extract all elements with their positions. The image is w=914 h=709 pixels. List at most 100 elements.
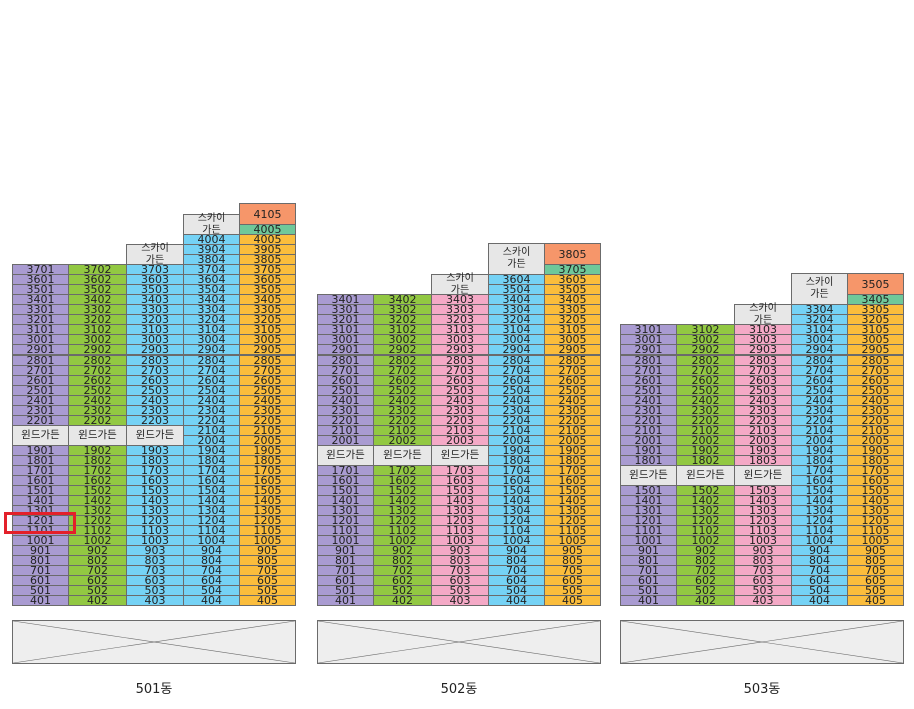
unit-3202: 3202 [373,314,432,325]
unit-2805: 2805 [847,354,904,366]
wind-garden: 윈드가든 [620,464,677,486]
unit-3102: 3102 [68,324,127,335]
wind-garden: 윈드가든 [734,464,792,486]
second-top-unit: 3405 [847,294,904,305]
building-label: 502동 [440,682,478,697]
unit-3101: 3101 [12,324,69,335]
unit-2905: 2905 [239,344,296,355]
unit-2904: 2904 [183,344,240,355]
unit-1902: 1902 [68,444,127,456]
sky-garden: 스카이 가든 [431,273,489,296]
unit-2903: 2903 [126,344,184,355]
unit-2801: 2801 [12,354,69,366]
unit-1502: 1502 [676,484,735,496]
unit-2802: 2802 [68,354,127,366]
unit-1701: 1701 [317,464,374,476]
unit-2802: 2802 [676,354,735,366]
unit-3202: 3202 [68,314,127,325]
unit-3205: 3205 [544,314,601,325]
unit-3003: 3003 [431,334,489,345]
unit-1703: 1703 [431,464,489,476]
unit-3001: 3001 [12,334,69,345]
unit-2901: 2901 [12,344,69,355]
unit-2801: 2801 [620,354,677,366]
unit-3204: 3204 [183,314,240,325]
unit-1503: 1503 [734,484,792,496]
unit-2905: 2905 [847,344,904,355]
unit-3702: 3702 [68,264,127,275]
unit-3505: 3505 [239,284,296,295]
unit-2805: 2805 [239,354,296,366]
unit-2802: 2802 [373,354,432,366]
unit-3005: 3005 [847,334,904,345]
unit-3201: 3201 [12,314,69,325]
unit-3405: 3405 [239,294,296,305]
unit-3002: 3002 [373,334,432,345]
unit-2902: 2902 [373,344,432,355]
unit-1501: 1501 [620,484,677,496]
unit-3102: 3102 [373,324,432,335]
unit-2803: 2803 [734,354,792,366]
wind-garden: 윈드가든 [126,424,184,446]
unit-3101: 3101 [317,324,374,335]
unit-3204: 3204 [488,314,545,325]
second-top-unit: 3705 [544,264,601,275]
unit-3305: 3305 [239,304,296,315]
highlight-box [4,511,76,534]
unit-3301: 3301 [317,304,374,315]
building-base [317,620,601,664]
unit-3405: 3405 [544,294,601,305]
unit-3005: 3005 [239,334,296,345]
unit-3402: 3402 [373,294,432,305]
unit-3404: 3404 [488,294,545,305]
unit-2901: 2901 [317,344,374,355]
unit-3402: 3402 [68,294,127,305]
unit-1702: 1702 [373,464,432,476]
building-label: 501동 [135,682,173,697]
unit-3105: 3105 [239,324,296,335]
unit-2902: 2902 [676,344,735,355]
unit-3005: 3005 [544,334,601,345]
unit-3103: 3103 [126,324,184,335]
unit-3401: 3401 [317,294,374,305]
unit-3701: 3701 [12,264,69,275]
unit-3503: 3503 [126,284,184,295]
unit-3501: 3501 [12,284,69,295]
unit-3105: 3105 [544,324,601,335]
unit-3502: 3502 [68,284,127,295]
unit-2905: 2905 [544,344,601,355]
unit-2801: 2801 [317,354,374,366]
unit-2903: 2903 [431,344,489,355]
unit-3304: 3304 [183,304,240,315]
unit-3302: 3302 [68,304,127,315]
unit-3304: 3304 [791,304,848,315]
sky-garden-top: 스카이 가든 [488,243,545,276]
unit-3305: 3305 [544,304,601,315]
top-unit: 3505 [847,273,904,296]
unit-3004: 3004 [791,334,848,345]
building-base [12,620,296,664]
unit-2803: 2803 [126,354,184,366]
unit-3105: 3105 [847,324,904,335]
unit-3303: 3303 [431,304,489,315]
top-unit: 3805 [544,243,601,266]
unit-3003: 3003 [734,334,792,345]
unit-2805: 2805 [544,354,601,366]
wind-garden: 윈드가든 [373,444,432,466]
unit-3404: 3404 [183,294,240,305]
unit-3103: 3103 [431,324,489,335]
unit-3302: 3302 [373,304,432,315]
building-base [620,620,904,664]
unit-3104: 3104 [183,324,240,335]
unit-2804: 2804 [791,354,848,366]
unit-3504: 3504 [183,284,240,295]
unit-3304: 3304 [488,304,545,315]
unit-3305: 3305 [847,304,904,315]
unit-3001: 3001 [620,334,677,345]
unit-3505: 3505 [544,284,601,295]
unit-2804: 2804 [183,354,240,366]
unit-3001: 3001 [317,334,374,345]
wind-garden: 윈드가든 [676,464,735,486]
unit-3401: 3401 [12,294,69,305]
unit-3102: 3102 [676,324,735,335]
